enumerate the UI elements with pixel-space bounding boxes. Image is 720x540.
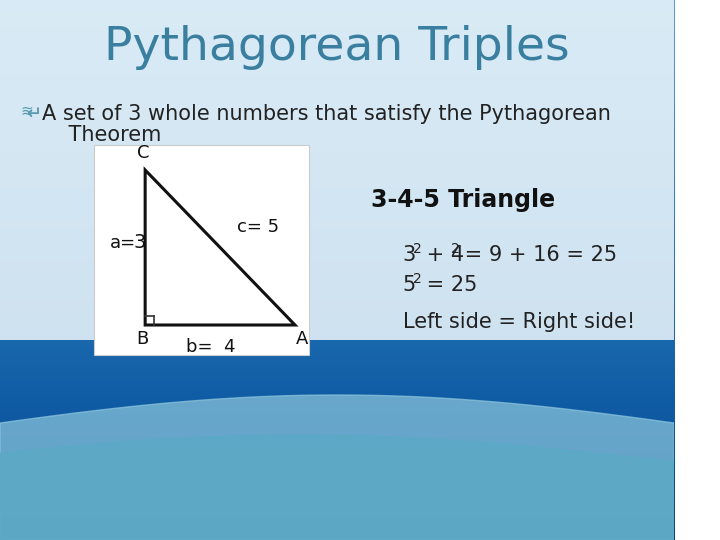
Text: 5: 5 — [402, 275, 416, 295]
Text: b=  4: b= 4 — [186, 338, 235, 356]
Text: ≋: ≋ — [21, 104, 33, 119]
Text: 2: 2 — [451, 242, 460, 256]
Text: ↵: ↵ — [26, 105, 41, 123]
Polygon shape — [0, 395, 674, 540]
Text: a=: a= — [109, 233, 135, 252]
Polygon shape — [0, 435, 674, 540]
Text: ↵: ↵ — [26, 105, 41, 123]
FancyBboxPatch shape — [94, 145, 309, 355]
Text: + 4: + 4 — [420, 245, 464, 265]
Text: = 9 + 16 = 25: = 9 + 16 = 25 — [458, 245, 617, 265]
Text: C: C — [137, 144, 150, 162]
Text: 3: 3 — [134, 233, 146, 252]
Text: = 25: = 25 — [420, 275, 477, 295]
FancyBboxPatch shape — [0, 0, 674, 340]
Text: 2: 2 — [413, 272, 422, 286]
Text: 2: 2 — [413, 242, 422, 256]
Text: Left side = Right side!: Left side = Right side! — [402, 312, 635, 332]
Text: c= 5: c= 5 — [237, 219, 279, 237]
Text: A set of 3 whole numbers that satisfy the Pythagorean: A set of 3 whole numbers that satisfy th… — [42, 104, 611, 124]
Text: Pythagorean Triples: Pythagorean Triples — [104, 25, 570, 71]
Text: Theorem: Theorem — [42, 125, 161, 145]
Text: A: A — [297, 330, 309, 348]
Text: B: B — [136, 330, 148, 348]
Text: 3: 3 — [402, 245, 416, 265]
Text: 3-4-5 Triangle: 3-4-5 Triangle — [372, 188, 556, 212]
